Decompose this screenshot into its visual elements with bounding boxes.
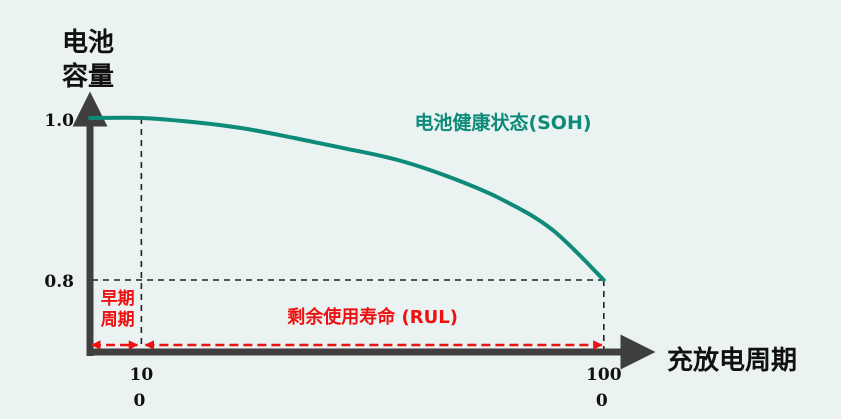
x-tick-label-10-line-1: 10 [130,365,154,385]
y-tick-label-0-8: 0.8 [44,272,74,292]
region-label-early-line-2: 周期 [101,310,135,330]
y-axis-label-line-2: 容量 [62,61,114,92]
y-axis-label-line-1: 电池 [62,28,114,58]
region-label-early-line-1: 早期 [101,289,135,309]
y-tick-label-1-0: 1.0 [44,111,74,131]
x-tick-label-100-line-2: 0 [596,391,608,411]
series-label-soh: 电池健康状态(SOH) [414,111,591,134]
region-label-rul: 剩余使用寿命 (RUL) [287,306,458,328]
series-line-soh [88,115,606,282]
x-tick-label-100-line-1: 100 [586,365,622,385]
x-tick-label-10-line-2: 0 [133,391,145,411]
x-axis-label: 充放电周期 [667,345,797,376]
